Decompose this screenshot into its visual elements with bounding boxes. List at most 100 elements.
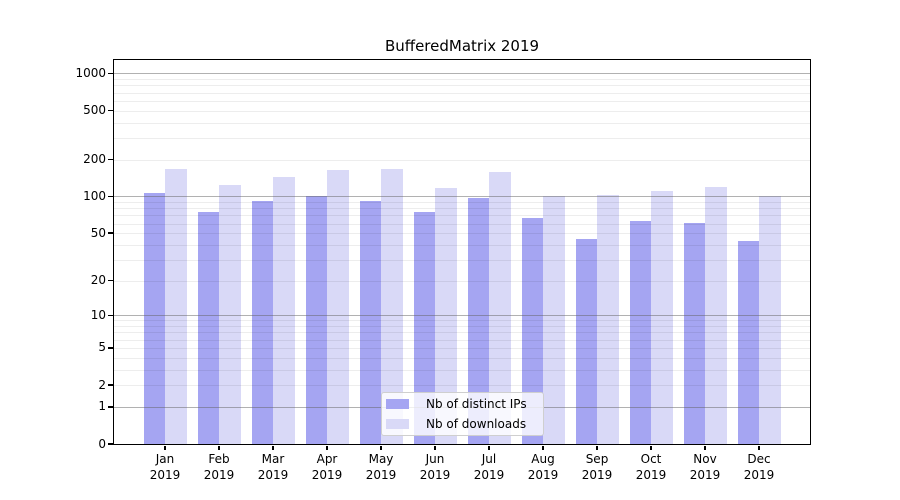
grid-line-minor: [114, 326, 810, 328]
grid-line-major: [114, 73, 810, 75]
x-axis-tick: [704, 445, 706, 450]
grid-line-minor: [114, 223, 810, 225]
grid-line-minor: [114, 79, 810, 81]
y-axis-tick: [108, 279, 113, 282]
grid-line-minor: [114, 137, 810, 139]
bar-distinct-ips-jul: [467, 198, 489, 444]
grid-line-minor: [114, 385, 810, 387]
x-axis-tick-label-year: 2019: [311, 468, 343, 482]
legend: Nb of distinct IPs Nb of downloads: [381, 392, 544, 436]
y-axis-tick: [108, 443, 113, 445]
grid-line-minor: [114, 100, 810, 102]
bar-downloads-jan: [165, 169, 187, 444]
x-axis-tick-label-year: 2019: [257, 468, 289, 482]
bar-distinct-ips-apr: [305, 195, 327, 444]
y-axis-tick: [108, 347, 113, 349]
grid-line-minor: [114, 357, 810, 359]
x-axis-tick-label: Dec 2019: [732, 451, 786, 483]
grid-line-minor: [114, 332, 810, 334]
legend-item-distinct-ips: Nb of distinct IPs: [386, 396, 537, 413]
y-axis-tick-label: 5: [98, 340, 106, 355]
x-axis-tick-label-year: 2019: [203, 468, 235, 482]
x-axis-tick: [542, 445, 544, 450]
y-axis-tick-label: 200: [83, 152, 106, 167]
grid-line-minor: [114, 159, 810, 161]
y-axis-tick: [108, 232, 113, 234]
y-axis-tick: [108, 195, 113, 198]
x-axis-tick: [596, 445, 598, 450]
bar-downloads-may: [381, 169, 403, 444]
grid-layer: [114, 60, 810, 444]
y-axis-tick-label: 10: [90, 307, 106, 322]
y-axis-tick: [108, 314, 113, 317]
y-axis-tick: [108, 72, 113, 75]
bar-distinct-ips-dec: [737, 241, 759, 444]
x-axis-tick: [272, 445, 274, 450]
grid-line-minor: [114, 369, 810, 371]
bar-distinct-ips-may: [359, 201, 381, 444]
x-axis-tick: [164, 445, 166, 450]
x-axis-tick: [326, 445, 328, 450]
x-axis-tick-label-year: 2019: [581, 468, 613, 482]
x-axis-tick-label-year: 2019: [149, 468, 181, 482]
y-axis-tick: [108, 158, 113, 161]
bar-distinct-ips-oct: [629, 220, 651, 444]
y-axis-tick-label: 500: [83, 103, 106, 118]
x-axis-tick-label: Sep 2019: [570, 451, 624, 483]
legend-label-downloads: Nb of downloads: [426, 416, 527, 431]
bar-downloads-feb: [219, 184, 241, 444]
x-axis-tick: [758, 445, 760, 450]
bar-distinct-ips-sep: [575, 238, 597, 444]
legend-swatch-downloads-icon: [386, 418, 409, 429]
grid-line-minor: [114, 320, 810, 322]
y-axis-tick-label: 1000: [75, 65, 106, 80]
x-axis-tick-label: Feb 2019: [192, 451, 246, 483]
x-axis-tick-label: Mar 2019: [246, 451, 300, 483]
y-axis-tick: [108, 109, 113, 112]
grid-line-minor: [114, 244, 810, 246]
grid-line-minor: [114, 347, 810, 349]
bar-distinct-ips-jun: [413, 211, 435, 444]
bar-downloads-aug: [543, 195, 565, 444]
x-axis-tick-label-year: 2019: [743, 468, 775, 482]
grid-line-minor: [114, 233, 810, 235]
x-axis-tick-label-year: 2019: [365, 468, 397, 482]
bar-distinct-ips-jan: [143, 193, 165, 444]
legend-swatch-ips-icon: [386, 399, 409, 410]
x-axis-tick-label-year: 2019: [419, 468, 451, 482]
x-axis-tick-label-year: 2019: [473, 468, 505, 482]
x-axis-tick: [434, 445, 436, 450]
x-axis-tick-label: Aug 2019: [516, 451, 570, 483]
bar-distinct-ips-aug: [521, 218, 543, 444]
bar-downloads-oct: [651, 190, 673, 444]
y-axis-tick-label: 100: [83, 188, 106, 203]
x-axis-tick-label: May 2019: [354, 451, 408, 483]
x-axis-tick-label: Jun 2019: [408, 451, 462, 483]
x-axis-tick-label-year: 2019: [689, 468, 721, 482]
bar-downloads-mar: [273, 176, 295, 444]
grid-line-minor: [114, 122, 810, 124]
x-axis-tick-label: Jul 2019: [462, 451, 516, 483]
x-axis-tick: [650, 445, 652, 450]
grid-line-major: [114, 196, 810, 198]
bar-distinct-ips-nov: [683, 222, 705, 444]
x-axis-tick-label: Oct 2019: [624, 451, 678, 483]
bar-distinct-ips-mar: [251, 200, 273, 444]
legend-label-distinct-ips: Nb of distinct IPs: [426, 397, 527, 412]
grid-line-minor: [114, 92, 810, 94]
y-axis-tick: [108, 406, 113, 408]
bar-downloads-sep: [597, 194, 619, 444]
x-axis-tick: [218, 445, 220, 450]
grid-line-minor: [114, 259, 810, 261]
legend-item-downloads: Nb of downloads: [386, 416, 537, 433]
y-axis-tick-label: 20: [90, 273, 106, 288]
grid-line-minor: [114, 208, 810, 210]
y-axis-tick-label: 2: [98, 377, 106, 392]
bar-distinct-ips-feb: [197, 212, 219, 444]
x-axis-tick: [488, 445, 490, 450]
y-axis-tick: [108, 384, 113, 386]
plot-area: Nb of distinct IPs Nb of downloads: [114, 60, 810, 444]
grid-line-minor: [114, 339, 810, 341]
grid-line-minor: [114, 202, 810, 204]
